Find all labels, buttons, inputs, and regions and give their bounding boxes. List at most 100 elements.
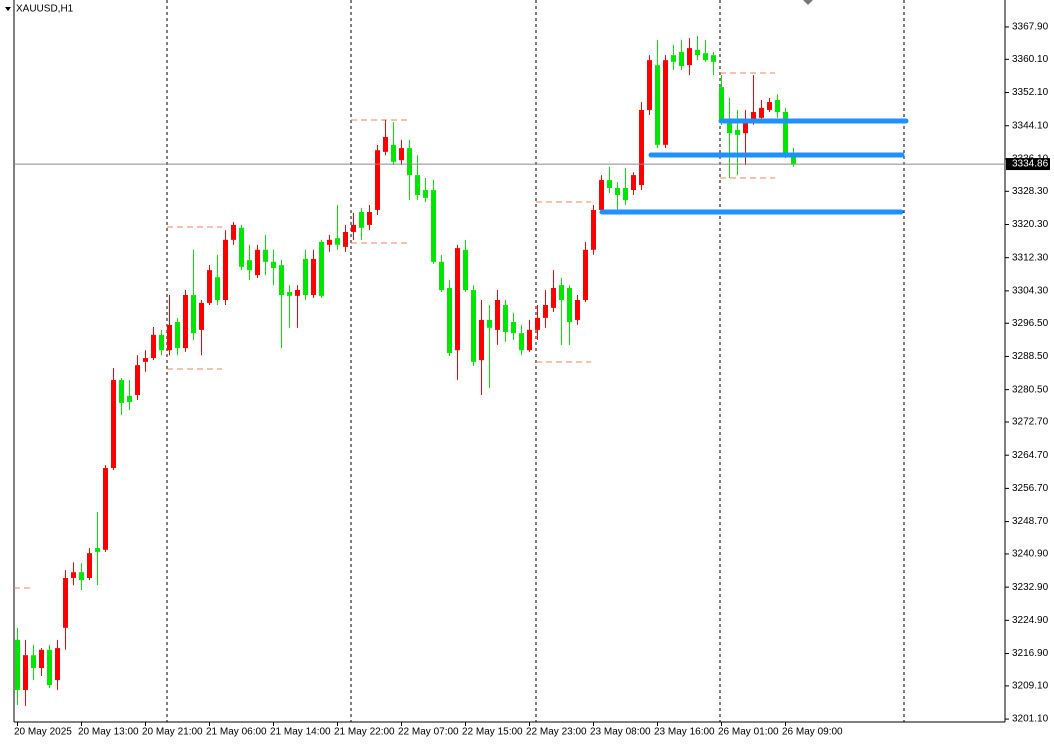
y-tick-label: 3288.50 xyxy=(1012,351,1049,362)
candle-body xyxy=(103,468,108,550)
candle-body xyxy=(191,295,196,334)
candle-body xyxy=(239,227,244,267)
candle-body xyxy=(175,321,180,349)
candle-body xyxy=(431,190,436,262)
candle-body xyxy=(39,649,44,669)
y-tick-label: 3240.90 xyxy=(1012,549,1049,560)
candle-body xyxy=(679,51,684,66)
y-tick-label: 3216.90 xyxy=(1012,648,1049,659)
x-tick-label: 20 May 13:00 xyxy=(78,727,139,738)
candle-body xyxy=(111,380,116,469)
candle-body xyxy=(575,300,580,320)
y-tick-label: 3264.70 xyxy=(1012,450,1049,461)
candle-body xyxy=(143,358,148,362)
candle-body xyxy=(151,334,156,359)
y-tick-label: 3248.70 xyxy=(1012,516,1049,527)
candle-body xyxy=(559,285,564,301)
candle-body xyxy=(527,329,532,351)
menu-triangle[interactable] xyxy=(5,7,11,11)
candle-body xyxy=(263,249,268,262)
y-tick-label: 3352.10 xyxy=(1012,87,1049,98)
chart-title: XAUUSD,H1 xyxy=(16,4,74,15)
candle-body xyxy=(439,261,444,291)
candle-body xyxy=(63,578,68,628)
candle-body xyxy=(87,553,92,579)
candle-body xyxy=(751,112,756,120)
candle-body xyxy=(335,238,340,245)
x-tick-label: 23 May 08:00 xyxy=(590,727,651,738)
drawn-levels xyxy=(599,118,909,215)
x-tick-label: 20 May 21:00 xyxy=(142,727,203,738)
y-tick-label: 3232.90 xyxy=(1012,582,1049,593)
candle-body xyxy=(543,304,548,318)
candle-body xyxy=(359,212,364,228)
y-tick-label: 3201.10 xyxy=(1012,714,1049,725)
y-tick-label: 3224.90 xyxy=(1012,615,1049,626)
candle-body xyxy=(703,53,708,61)
candle-body xyxy=(55,648,60,681)
candle-body xyxy=(735,129,740,135)
x-tick-label: 20 May 2025 xyxy=(14,727,72,738)
x-tick-label: 21 May 14:00 xyxy=(270,727,331,738)
candle-body xyxy=(79,572,84,581)
candle-body xyxy=(495,300,500,330)
candle-body xyxy=(47,649,52,686)
candle-body xyxy=(319,241,324,296)
candle-body xyxy=(343,231,348,247)
candle-body xyxy=(695,49,700,56)
candle-body xyxy=(415,175,420,196)
candle-body xyxy=(743,119,748,134)
candles xyxy=(15,36,796,706)
candle-body xyxy=(655,65,660,145)
candle-body xyxy=(623,187,628,201)
candle-body xyxy=(407,148,412,176)
candle-body xyxy=(447,287,452,354)
candle-body xyxy=(783,112,788,156)
candle-body xyxy=(255,249,260,276)
y-tick-label: 3296.50 xyxy=(1012,318,1049,329)
candle-body xyxy=(295,290,300,296)
candle-body xyxy=(303,258,308,296)
candle-body xyxy=(599,180,604,210)
candle-body xyxy=(311,258,316,296)
y-tick-label: 3367.90 xyxy=(1012,22,1049,33)
candle-body xyxy=(567,287,572,322)
candle-body xyxy=(479,319,484,361)
candle-body xyxy=(519,333,524,351)
candle-body xyxy=(95,548,100,552)
x-tick-label: 22 May 23:00 xyxy=(526,727,587,738)
candle-body xyxy=(631,175,636,191)
candle-body xyxy=(551,287,556,308)
candle-body xyxy=(287,292,292,296)
candle-body xyxy=(711,55,716,62)
candle-body xyxy=(167,324,172,351)
candle-body xyxy=(775,100,780,113)
candle-body xyxy=(487,319,492,328)
current-price-label: 3334.86 xyxy=(1012,159,1049,170)
candle-body xyxy=(159,334,164,351)
y-tick-label: 3312.30 xyxy=(1012,252,1049,263)
candle-body xyxy=(639,109,644,186)
candle-body xyxy=(207,270,212,303)
candle-body xyxy=(399,148,404,161)
x-tick-label: 22 May 15:00 xyxy=(462,727,523,738)
x-tick-label: 23 May 16:00 xyxy=(654,727,715,738)
candle-body xyxy=(119,380,124,403)
y-tick-label: 3360.10 xyxy=(1012,54,1049,65)
candle-body xyxy=(247,260,252,271)
candle-body xyxy=(615,187,620,196)
candle-body xyxy=(759,107,764,118)
current-price-box xyxy=(1006,158,1050,171)
candle-body xyxy=(767,102,772,110)
candle-body xyxy=(375,150,380,210)
candle-body xyxy=(327,239,332,245)
candle-body xyxy=(223,239,228,301)
x-tick-label: 26 May 01:00 xyxy=(718,727,779,738)
y-tick-label: 3328.30 xyxy=(1012,186,1049,197)
candle-body xyxy=(215,277,220,301)
x-tick-label: 26 May 09:00 xyxy=(782,727,843,738)
candle-body xyxy=(607,180,612,188)
candle-body xyxy=(23,655,28,691)
candle-body xyxy=(671,55,676,62)
